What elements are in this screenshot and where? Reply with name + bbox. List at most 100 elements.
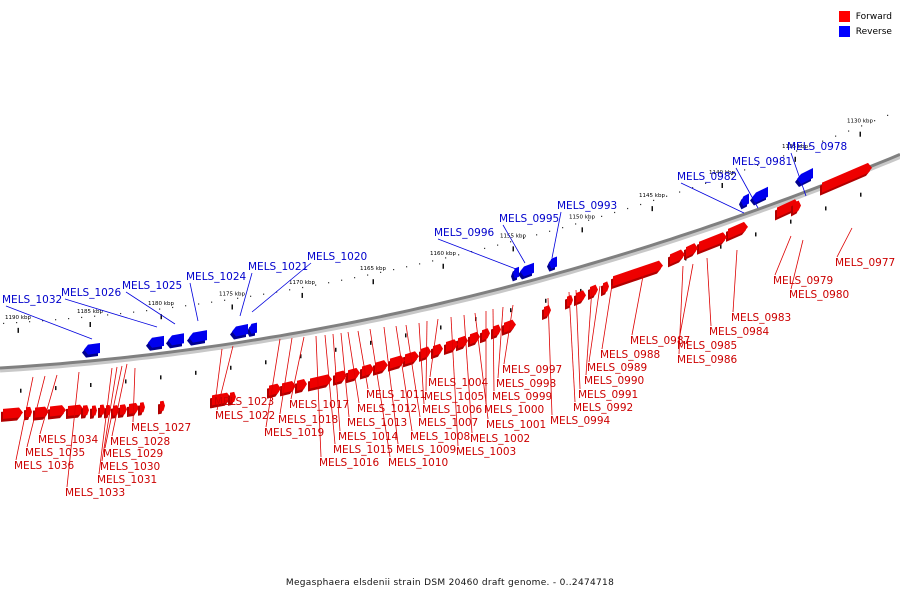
scale-dot — [731, 173, 733, 176]
forward-gene-label: MELS_1014 — [338, 431, 398, 443]
scale-dot — [315, 284, 317, 286]
scale-dot — [614, 211, 616, 214]
forward-gene-label: MELS_0984 — [709, 326, 769, 338]
scale-tick — [17, 327, 19, 333]
forward-gene-arrow — [83, 405, 89, 416]
scale-dot — [328, 282, 330, 284]
forward-gene-arrow — [348, 367, 360, 381]
forward-gene-label: MELS_1027 — [131, 422, 191, 434]
forward-gene-arrow — [120, 404, 127, 415]
forward-gene-label: MELS_1017 — [289, 399, 349, 411]
lower-tick — [90, 383, 92, 388]
scale-dot — [185, 305, 187, 307]
forward-leader-line — [774, 235, 792, 276]
scale-dot — [16, 321, 18, 324]
reverse-gene-arrow — [520, 262, 534, 277]
scale-dot — [3, 322, 5, 325]
scale-dot — [172, 306, 174, 309]
scale-dot — [601, 215, 603, 217]
forward-leader-line — [405, 324, 421, 418]
forward-leader-line — [347, 331, 360, 404]
scale-dot — [575, 223, 577, 225]
reverse-gene-arrow — [549, 256, 557, 269]
scale-dot — [159, 308, 161, 310]
reverse-gene-arrow — [232, 324, 248, 337]
legend-reverse: Reverse — [838, 24, 892, 39]
reverse-leader-line — [125, 291, 176, 325]
forward-gene-label: MELS_1012 — [357, 403, 417, 415]
reverse-leader-line — [5, 305, 93, 340]
forward-gene-arrow — [297, 379, 307, 391]
forward-gene-arrow — [212, 394, 218, 406]
lower-tick — [510, 308, 512, 313]
reverse-leader-line — [189, 282, 199, 322]
forward-gene-label: MELS_1005 — [424, 391, 484, 403]
scale-dot — [458, 254, 460, 256]
forward-gene-label: MELS_1003 — [456, 446, 516, 458]
lower-tick — [335, 347, 337, 352]
scale-dot — [757, 164, 759, 166]
scale-dot — [237, 297, 239, 299]
scale-label: 1185 kbp — [77, 309, 103, 315]
forward-leader-line — [585, 287, 593, 376]
genome-backbone — [0, 153, 900, 373]
forward-leader-line — [340, 332, 350, 418]
forward-gene-label: MELS_0994 — [550, 415, 610, 427]
scale-dot — [549, 230, 551, 232]
forward-leader-line — [547, 297, 553, 416]
reverse-gene-arrow — [797, 168, 813, 185]
scale-dot — [224, 299, 226, 301]
scale-dot — [848, 130, 850, 132]
forward-gene-label: MELS_1008 — [410, 431, 470, 443]
reverse-swatch — [838, 26, 850, 37]
lower-tick — [580, 288, 582, 293]
lower-tick — [755, 232, 757, 237]
forward-gene-arrow — [129, 402, 139, 414]
reverse-gene-label: MELS_1026 — [61, 287, 121, 299]
scale-dot — [380, 271, 382, 273]
scale-dot — [822, 140, 824, 142]
scale-dot — [484, 247, 486, 250]
forward-gene-arrow — [230, 391, 236, 403]
forward-leader-line — [497, 306, 504, 379]
forward-leader-line — [575, 289, 581, 390]
scale-dot — [718, 178, 720, 180]
forward-gene-arrow — [613, 260, 663, 287]
scale-dot — [107, 314, 109, 316]
scale-dot — [432, 260, 434, 262]
forward-gene-arrow — [50, 405, 66, 417]
forward-gene-label: MELS_1002 — [470, 433, 530, 445]
forward-gene-label: MELS_1015 — [333, 444, 393, 456]
forward-leader-line — [588, 285, 601, 363]
forward-gene-arrow — [100, 404, 105, 416]
forward-gene-label: MELS_1033 — [65, 487, 125, 499]
forward-gene-arrow — [603, 281, 609, 294]
scale-dot — [562, 227, 564, 229]
scale-dot — [705, 182, 707, 184]
forward-gene-label: MELS_0980 — [789, 289, 849, 301]
forward-leader-line — [836, 227, 853, 258]
forward-leader-line — [418, 322, 425, 405]
scale-dot — [510, 241, 512, 243]
scale-tick — [794, 156, 796, 162]
scale-label: 1170 kbp — [289, 280, 315, 286]
scale-label: 1145 kbp — [639, 193, 665, 199]
lower-tick — [790, 219, 792, 224]
scale-dot — [783, 155, 785, 157]
scale-tick — [160, 314, 162, 320]
lower-tick — [370, 340, 372, 345]
forward-gene-arrow — [670, 249, 685, 265]
scale-dot — [55, 319, 57, 321]
forward-leader-line — [425, 320, 428, 392]
lower-tick — [160, 375, 162, 380]
forward-leader-line — [429, 318, 439, 378]
scale-tick — [231, 304, 233, 310]
reverse-gene-label: MELS_1032 — [2, 294, 62, 306]
reverse-gene-arrow — [249, 322, 257, 334]
forward-leader-line — [66, 371, 80, 488]
reverse-leader-line — [251, 262, 312, 313]
scale-dot — [341, 279, 343, 281]
forward-gene-label: MELS_1013 — [347, 417, 407, 429]
reverse-leader-line — [680, 182, 745, 214]
